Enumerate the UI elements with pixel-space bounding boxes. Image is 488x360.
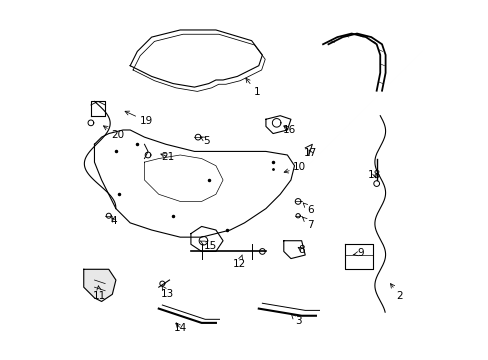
Text: 14: 14: [173, 323, 186, 333]
Text: 21: 21: [161, 152, 174, 162]
Text: 12: 12: [232, 255, 245, 269]
Polygon shape: [83, 269, 116, 301]
Text: 9: 9: [352, 248, 363, 258]
Text: 17: 17: [304, 148, 317, 158]
Text: 5: 5: [200, 136, 210, 146]
Text: 3: 3: [290, 314, 301, 326]
Text: 20: 20: [103, 126, 124, 140]
Text: 18: 18: [367, 170, 381, 180]
Text: 15: 15: [200, 241, 217, 251]
Text: 4: 4: [111, 216, 117, 226]
Text: 13: 13: [161, 285, 174, 299]
Text: 7: 7: [302, 217, 313, 230]
Text: 10: 10: [284, 162, 306, 173]
Text: 16: 16: [282, 125, 295, 135]
Text: 1: 1: [245, 78, 260, 98]
Text: 11: 11: [93, 286, 106, 301]
Text: 6: 6: [303, 203, 313, 215]
Text: 19: 19: [125, 111, 153, 126]
Text: 2: 2: [390, 284, 403, 301]
Text: 8: 8: [298, 245, 305, 255]
